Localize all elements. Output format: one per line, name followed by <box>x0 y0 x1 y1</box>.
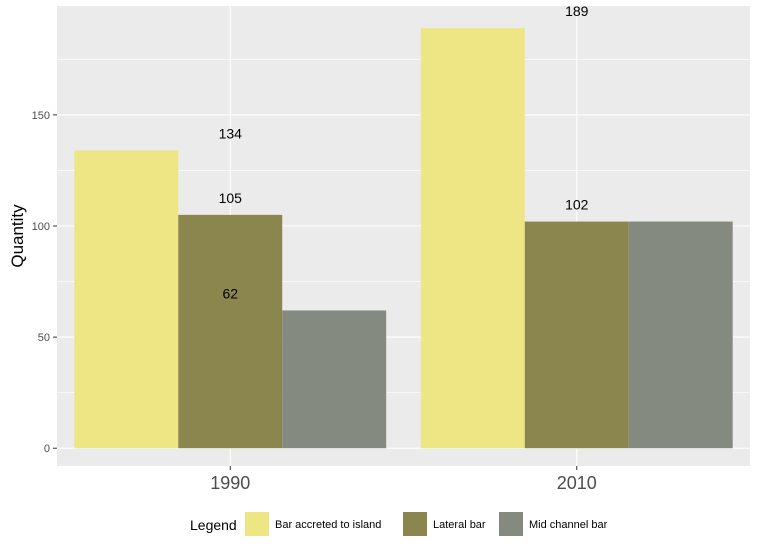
bars <box>74 28 733 449</box>
bar <box>74 150 179 449</box>
y-tick-label: 100 <box>32 221 50 233</box>
x-tick-label: 1990 <box>210 473 250 493</box>
legend-label: Bar accreted to island <box>275 519 381 531</box>
legend: Legend Bar accreted to island Lateral bar M… <box>190 512 608 536</box>
y-tick-label: 50 <box>38 332 50 344</box>
y-tick-label: 0 <box>44 443 50 455</box>
data-label: 102 <box>565 197 589 213</box>
legend-key <box>403 512 427 536</box>
data-label: 134 <box>219 125 243 141</box>
x-axis: 1990 2010 <box>210 466 597 493</box>
legend-key <box>245 512 269 536</box>
bar <box>628 221 733 449</box>
data-labels: 134 105 62 189 102 <box>219 3 589 301</box>
bar <box>282 310 387 449</box>
bar <box>524 221 629 449</box>
legend-item: Mid channel bar <box>499 512 608 536</box>
legend-label: Lateral bar <box>433 519 486 531</box>
data-label: 105 <box>219 190 243 206</box>
x-tick-label: 2010 <box>557 473 597 493</box>
legend-label: Mid channel bar <box>529 519 608 531</box>
y-axis-title: Quantity <box>8 204 27 268</box>
bar <box>420 28 525 449</box>
legend-item: Bar accreted to island <box>245 512 381 536</box>
legend-title: Legend <box>190 517 237 533</box>
data-label: 189 <box>565 3 589 19</box>
y-tick-label: 150 <box>32 110 50 122</box>
legend-item: Lateral bar <box>403 512 486 536</box>
legend-key <box>499 512 523 536</box>
data-label: 62 <box>222 285 238 301</box>
y-axis: 0 50 100 150 <box>32 110 57 455</box>
bar <box>178 214 283 449</box>
